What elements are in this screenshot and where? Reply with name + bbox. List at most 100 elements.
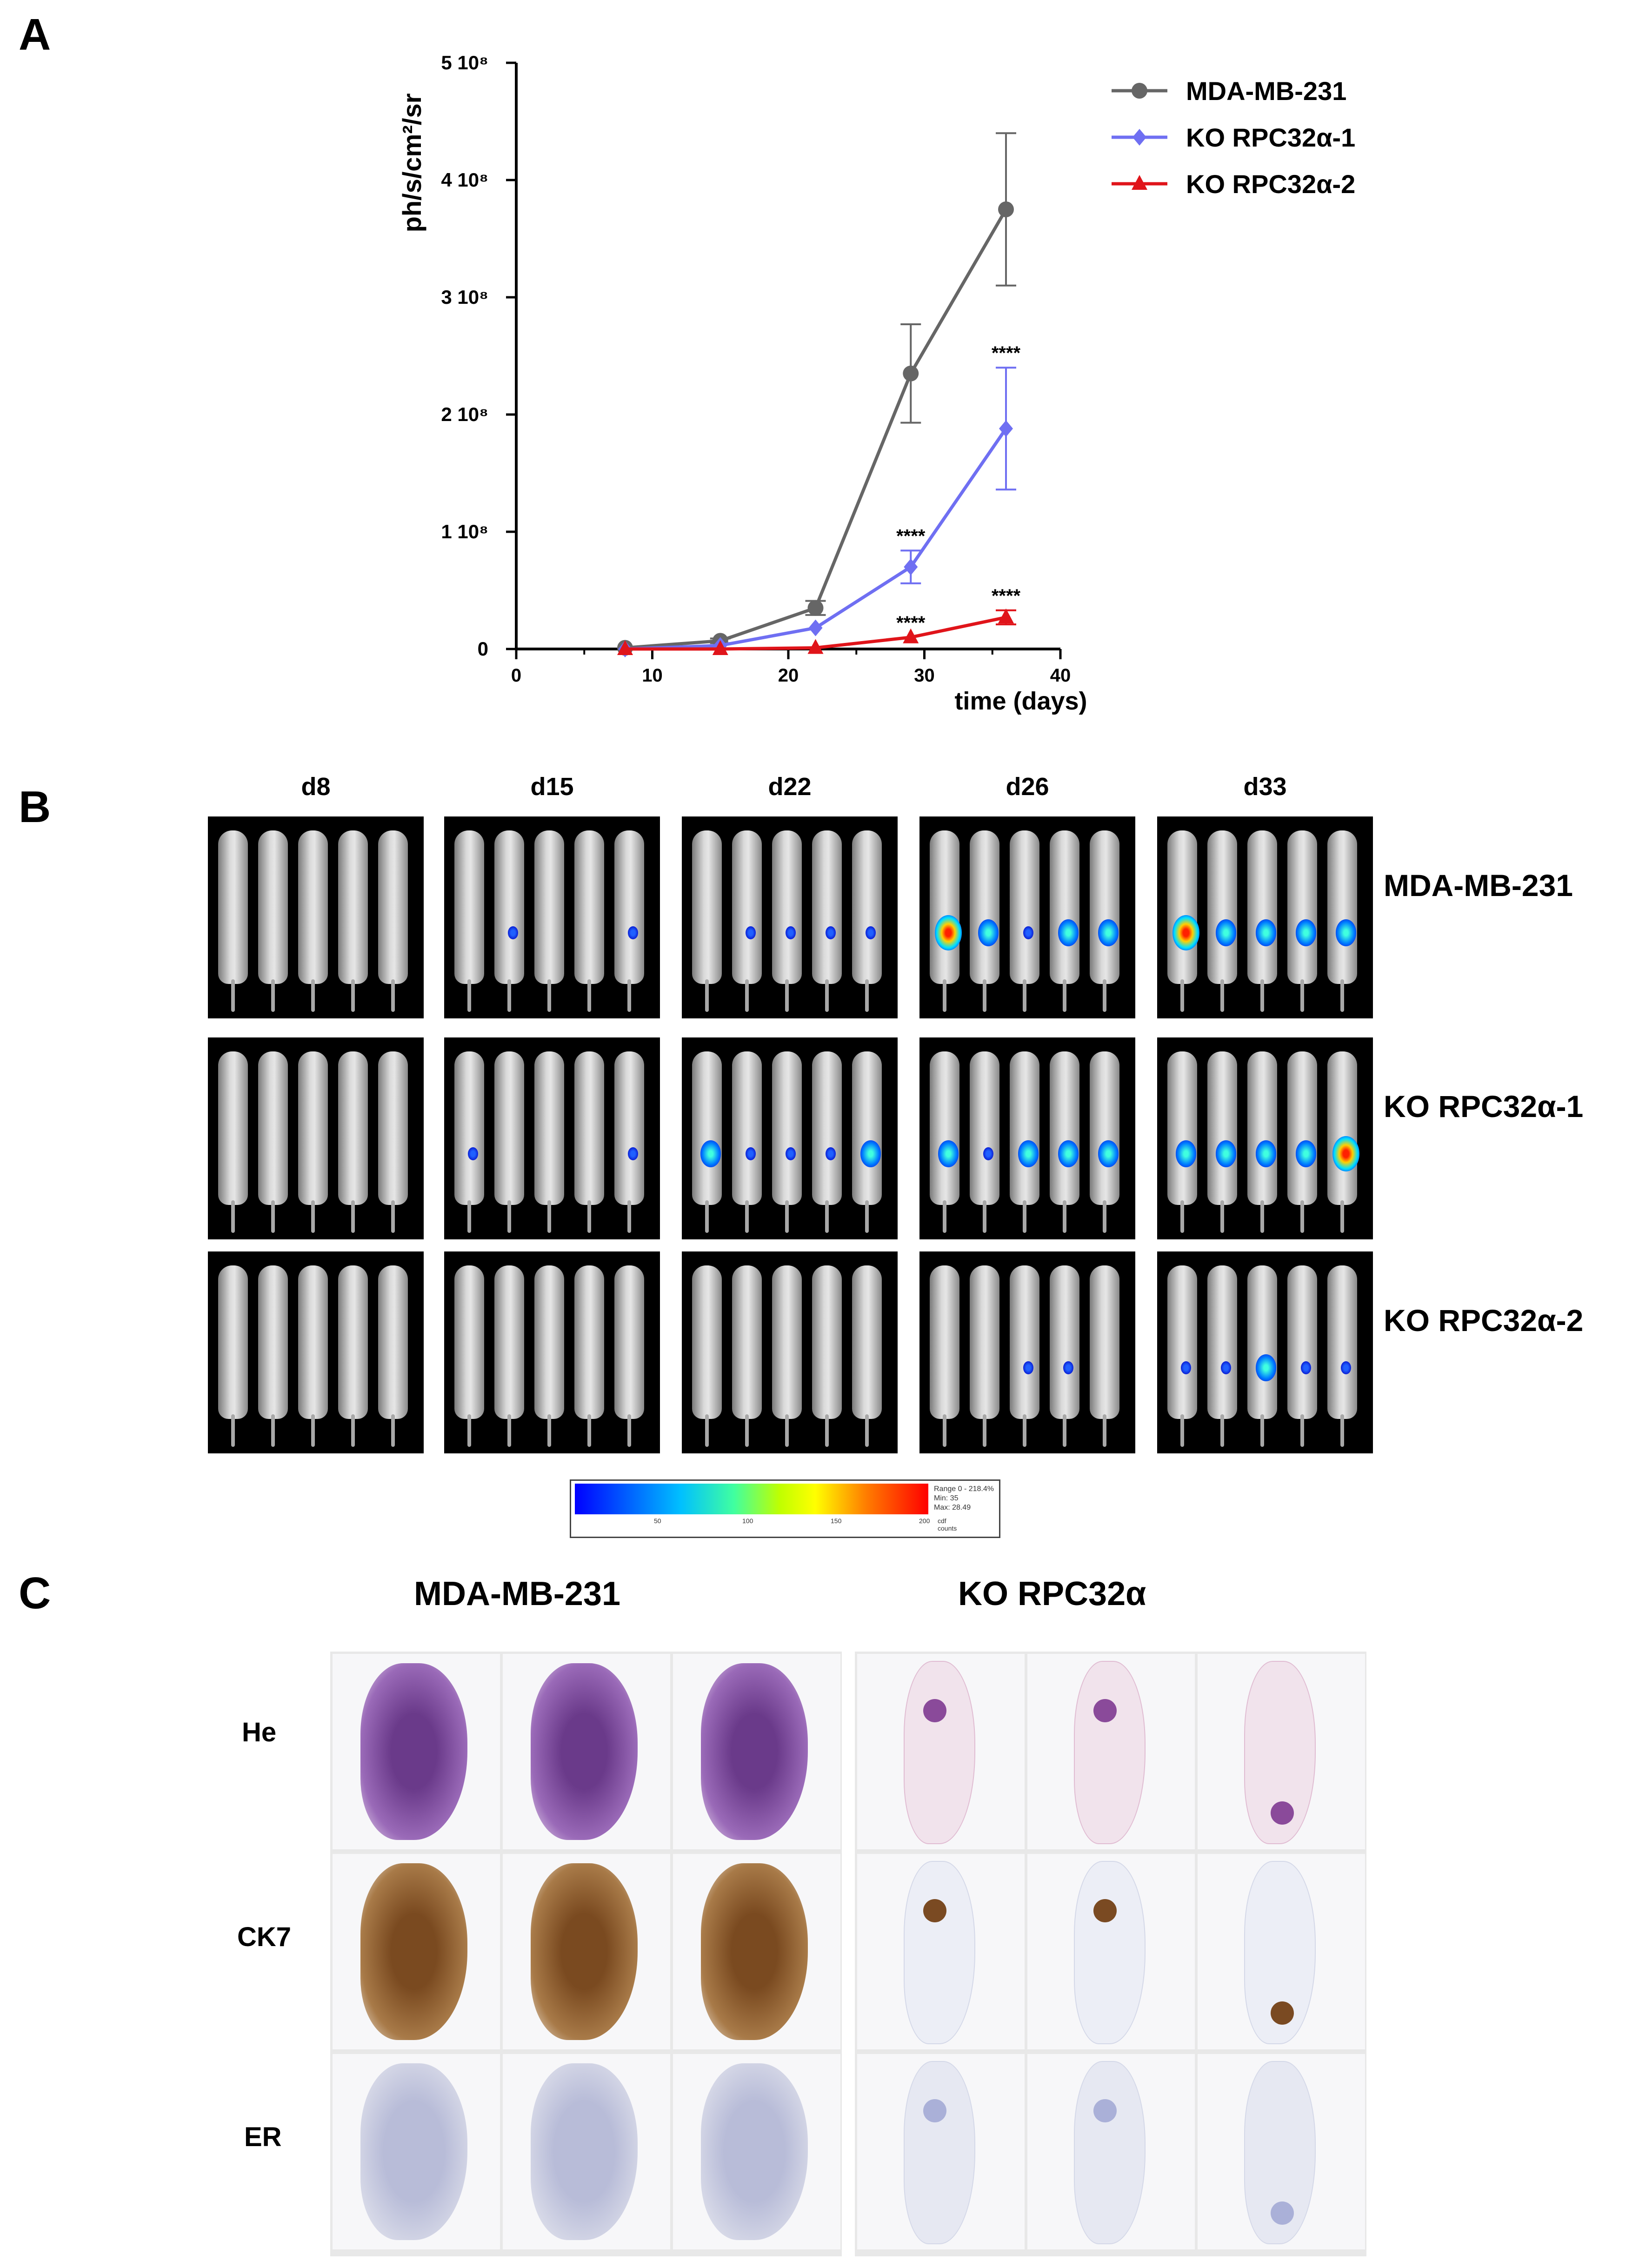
mouse-silhouette — [378, 1051, 408, 1205]
tissue-section — [360, 1863, 467, 2040]
legend-label: KO RPC32α-2 — [1186, 169, 1355, 199]
mouse-tail — [1063, 1414, 1066, 1447]
mouse-tail — [745, 979, 749, 1012]
bioluminescence-image — [682, 1251, 898, 1453]
mouse-silhouette — [1207, 1051, 1237, 1205]
mouse-silhouette — [298, 1265, 328, 1419]
mouse-tail — [943, 1200, 946, 1233]
data-point — [998, 608, 1014, 623]
day-label: d26 — [1006, 773, 1049, 801]
luminescence-signal — [826, 926, 836, 940]
panel-letter-a: A — [19, 10, 51, 60]
luminescence-signal — [1296, 1140, 1316, 1167]
mouse-tail — [391, 1414, 395, 1447]
bioluminescence-image — [919, 816, 1135, 1018]
mouse-tail — [311, 979, 315, 1012]
mouse-silhouette — [454, 830, 484, 984]
tissue-section — [1244, 1661, 1316, 1844]
mouse-silhouette — [812, 1051, 842, 1205]
mouse-silhouette — [1287, 830, 1317, 984]
bioluminescence-image — [682, 816, 898, 1018]
mouse-silhouette — [1167, 1265, 1197, 1419]
y-tick-label: 4 10⁸ — [441, 169, 488, 191]
luminescence-signal — [1023, 926, 1033, 940]
luminescence-signal — [1256, 1354, 1276, 1381]
mouse-silhouette — [1247, 830, 1277, 984]
mouse-silhouette — [930, 830, 959, 984]
mouse-tail — [1180, 979, 1184, 1012]
mouse-tail — [391, 1200, 395, 1233]
x-tick-label: 30 — [914, 665, 935, 686]
mouse-silhouette — [258, 1051, 288, 1205]
y-tick-label: 5 10⁸ — [441, 52, 488, 74]
mouse-tail — [1103, 979, 1106, 1012]
stain-label-er: ER — [244, 2122, 282, 2152]
luminescence-signal — [983, 1147, 993, 1161]
mouse-tail — [1023, 1414, 1026, 1447]
mouse-tail — [1260, 1414, 1264, 1447]
mouse-tail — [1300, 1414, 1304, 1447]
data-point — [903, 365, 919, 381]
mouse-tail — [865, 1200, 869, 1233]
histology-section — [333, 1654, 500, 1849]
mouse-silhouette — [218, 830, 248, 984]
histology-section — [1198, 2054, 1365, 2249]
mouse-silhouette — [692, 1265, 722, 1419]
mouse-tail — [231, 1414, 235, 1447]
mouse-silhouette — [1010, 830, 1039, 984]
imaging-row-label: MDA-MB-231 — [1384, 868, 1573, 903]
mouse-tail — [231, 979, 235, 1012]
luminescence-signal — [1336, 919, 1356, 946]
mouse-tail — [627, 979, 631, 1012]
mouse-silhouette — [534, 1051, 564, 1205]
mouse-silhouette — [1287, 1265, 1317, 1419]
growth-line-chart: 0 10 20 30 40 0 1 10⁸ 2 10⁸ 3 10⁸ 4 10⁸ 5 10⁸ time … — [397, 52, 1355, 715]
mouse-silhouette — [812, 830, 842, 984]
mouse-silhouette — [1167, 830, 1197, 984]
tissue-section — [904, 2061, 975, 2244]
mouse-silhouette — [1327, 830, 1357, 984]
imaging-row-label: KO RPC32α-1 — [1384, 1089, 1584, 1124]
mouse-tail — [507, 1200, 511, 1233]
luminescence-signal — [1058, 919, 1079, 946]
colorbar-tick: 150 — [831, 1517, 842, 1525]
luminescence-signal — [1098, 1140, 1119, 1167]
mouse-silhouette — [614, 830, 644, 984]
mouse-tail — [825, 1200, 829, 1233]
luminescence-signal — [1332, 1136, 1359, 1171]
histology-section — [857, 1854, 1025, 2049]
x-tick-label: 10 — [642, 665, 663, 686]
histology-section — [1027, 1854, 1195, 2049]
data-point — [1132, 129, 1146, 146]
mouse-silhouette — [732, 1051, 762, 1205]
luminescence-signal — [938, 1140, 959, 1167]
stain-label-ck7: CK7 — [237, 1922, 292, 1952]
mouse-silhouette — [218, 1265, 248, 1419]
luminescence-signal — [866, 926, 876, 940]
metastasis-focus — [923, 1899, 946, 1922]
luminescence-signal — [1181, 1361, 1191, 1375]
luminescence-signal — [1216, 1140, 1236, 1167]
bioluminescence-image — [444, 1037, 660, 1239]
mouse-tail — [705, 979, 709, 1012]
tissue-section — [1074, 1661, 1146, 1844]
mouse-tail — [983, 1200, 986, 1233]
tissue-section — [701, 1863, 808, 2040]
mouse-tail — [825, 979, 829, 1012]
luminescence-signal — [628, 926, 638, 940]
luminescence-signal — [1256, 919, 1276, 946]
bioluminescence-image — [208, 1251, 424, 1453]
mouse-tail — [271, 979, 275, 1012]
metastasis-focus — [1093, 2099, 1117, 2122]
metastasis-focus — [1271, 2001, 1294, 2025]
series-line — [625, 208, 1008, 649]
mouse-tail — [1220, 1414, 1224, 1447]
tissue-section — [904, 1861, 975, 2044]
histology-section — [333, 2054, 500, 2249]
mouse-tail — [785, 1414, 789, 1447]
mouse-tail — [587, 979, 591, 1012]
histology-section — [857, 1654, 1025, 1849]
significance-label: **** — [992, 343, 1021, 363]
mouse-silhouette — [852, 1265, 882, 1419]
mouse-tail — [1180, 1414, 1184, 1447]
